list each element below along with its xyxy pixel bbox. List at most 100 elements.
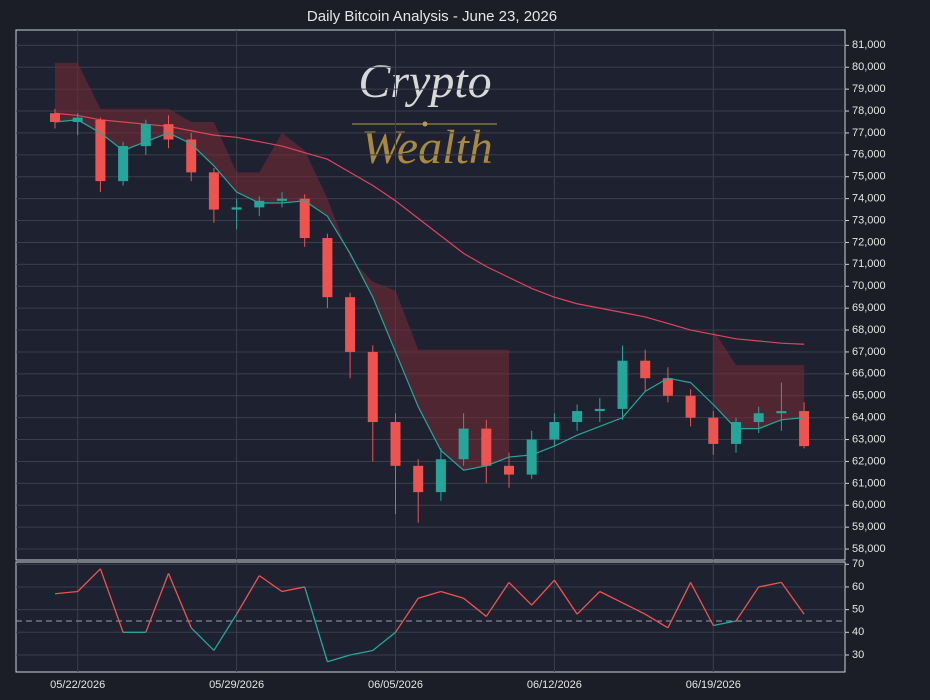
rsi-line (735, 586, 760, 622)
candle-body (776, 411, 787, 414)
y-tick-label: 81,000 (852, 39, 886, 51)
y-tick-label: 30 (852, 649, 864, 661)
rsi-line (463, 597, 487, 617)
candle-body (435, 459, 446, 493)
rsi-line (440, 590, 464, 599)
x-tick-label: 06/12/2026 (527, 679, 582, 691)
candle-body (299, 198, 310, 239)
candle-body (50, 113, 60, 122)
candle-body (594, 408, 605, 412)
candle-body (231, 207, 242, 210)
watermark: Crypto (358, 55, 491, 108)
candle-body (163, 124, 174, 140)
rsi-line (553, 579, 578, 615)
chart-title: Daily Bitcoin Analysis - June 23, 2026 (307, 8, 557, 25)
candle-body (254, 200, 265, 208)
candle-body (118, 146, 129, 182)
rsi-line (372, 631, 396, 651)
y-tick-label: 70 (852, 558, 864, 570)
x-tick-label: 05/22/2026 (50, 679, 105, 691)
rsi-line (485, 582, 510, 617)
candle-body (458, 428, 469, 460)
candle-body (731, 422, 741, 444)
rsi-line (77, 568, 101, 592)
y-tick-label: 78,000 (852, 105, 886, 117)
rsi-line (349, 649, 373, 656)
x-tick-label: 06/05/2026 (368, 679, 423, 691)
y-tick-label: 70,000 (852, 280, 886, 292)
rsi-line (758, 581, 782, 588)
y-tick-label: 60 (852, 581, 864, 593)
candle-body (685, 395, 696, 418)
y-tick-label: 60,000 (852, 499, 886, 511)
y-tick-label: 74,000 (852, 193, 886, 205)
y-tick-label: 65,000 (852, 390, 886, 402)
y-tick-label: 67,000 (852, 346, 886, 358)
rsi-line (508, 581, 533, 606)
rsi-line (281, 586, 305, 593)
rsi-panel (15, 561, 846, 673)
y-tick-label: 72,000 (852, 236, 886, 248)
rsi-line (690, 582, 714, 626)
y-tick-label: 68,000 (852, 324, 886, 336)
y-tick-label: 40 (852, 626, 864, 638)
rsi-line (258, 575, 283, 593)
rsi-line (644, 613, 669, 629)
candle-body (549, 422, 560, 440)
y-tick-label: 75,000 (852, 171, 886, 183)
rsi-line (99, 568, 124, 633)
candle-body (481, 428, 492, 466)
y-tick-label: 73,000 (852, 214, 886, 226)
candle-body (95, 119, 106, 182)
rsi-line (145, 573, 170, 633)
candle-body (345, 297, 356, 352)
candle-body (140, 124, 151, 147)
candle-body (277, 198, 287, 201)
candle-body (186, 139, 197, 173)
rsi-line (327, 654, 351, 663)
y-tick-label: 64,000 (852, 412, 886, 424)
rsi-line (304, 586, 329, 662)
candle-body (390, 422, 401, 466)
candle-body (572, 411, 583, 423)
rsi-line (394, 597, 419, 633)
rsi-line (531, 579, 555, 606)
y-tick-label: 61,000 (852, 477, 886, 489)
fast-ma-line (54, 119, 805, 471)
rsi-line (667, 582, 692, 629)
slow-ma-line (54, 112, 805, 345)
rsi-line (167, 573, 192, 629)
rsi-line (418, 590, 442, 599)
x-tick-label: 05/29/2026 (209, 679, 264, 691)
candle-body (367, 351, 378, 423)
y-tick-label: 77,000 (852, 127, 886, 139)
y-tick-label: 62,000 (852, 455, 886, 467)
rsi-line (236, 575, 260, 615)
y-tick-label: 58,000 (852, 543, 886, 555)
y-tick-label: 69,000 (852, 302, 886, 314)
rsi-line (780, 582, 805, 615)
y-tick-label: 79,000 (852, 83, 886, 95)
candle-body (753, 413, 764, 423)
watermark-dot (422, 121, 428, 127)
rsi-line (622, 602, 646, 615)
y-tick-label: 66,000 (852, 368, 886, 380)
candle-body (662, 378, 673, 396)
y-tick-label: 71,000 (852, 258, 886, 270)
rsi-line (713, 620, 737, 627)
candle-body (208, 172, 219, 210)
y-tick-label: 50 (852, 604, 864, 616)
rsi-line (190, 627, 215, 651)
y-tick-label: 63,000 (852, 433, 886, 445)
rsi-line (599, 590, 623, 604)
rsi-line (54, 590, 78, 595)
candle-body (640, 360, 651, 379)
y-tick-label: 59,000 (852, 521, 886, 533)
candle-body (617, 360, 628, 409)
rsi-line (213, 613, 238, 651)
candle-body (413, 465, 424, 493)
x-tick-label: 06/19/2026 (686, 679, 741, 691)
candle-body (504, 465, 514, 475)
candle-body (526, 439, 537, 475)
